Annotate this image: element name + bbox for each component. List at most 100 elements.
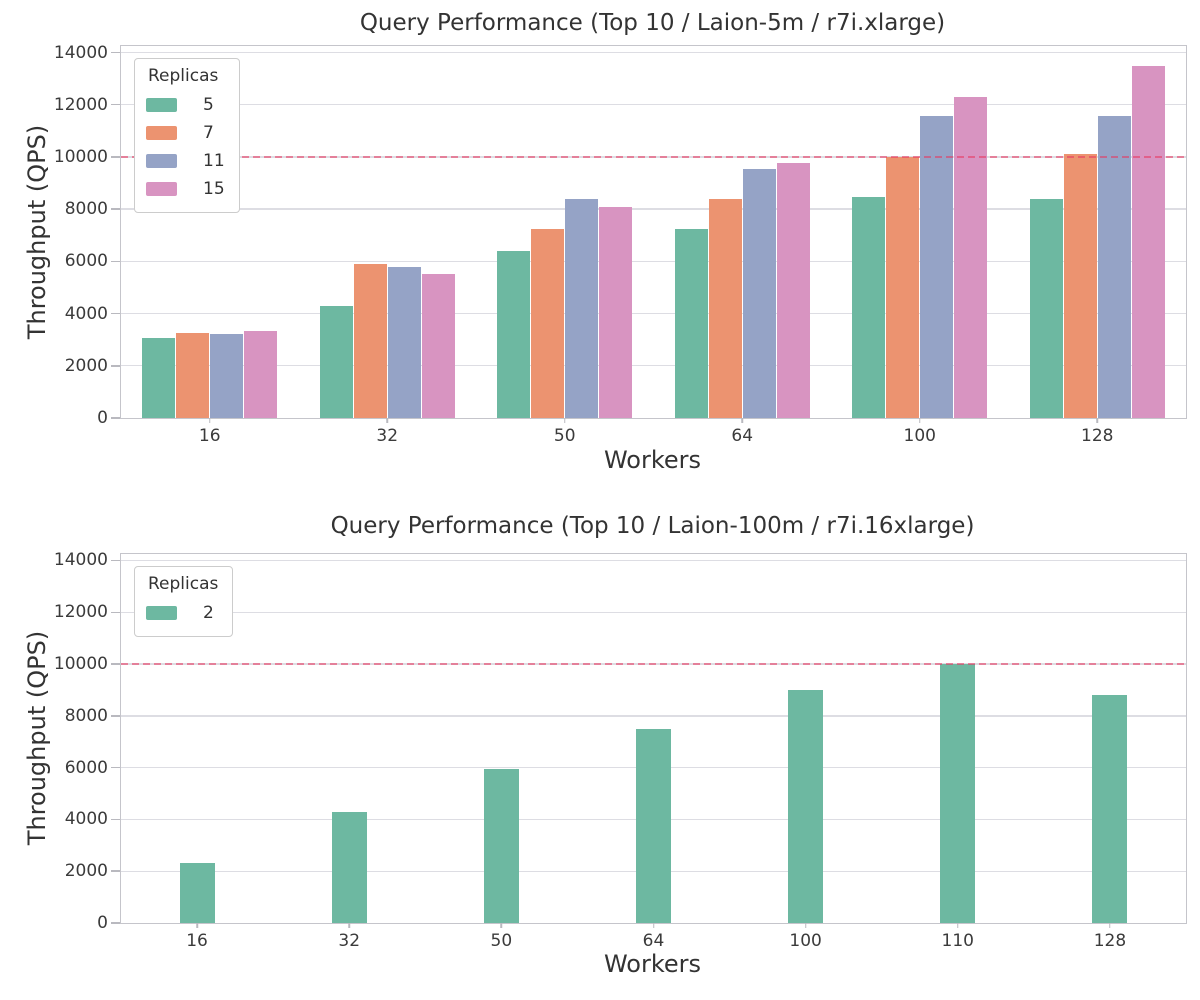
y-tick-label: 2000 <box>64 355 108 376</box>
bar-workers-16-replicas-11 <box>210 334 244 418</box>
bar-workers-50-replicas-7 <box>531 228 565 418</box>
x-tick-label: 50 <box>490 931 513 951</box>
x-tick-mark <box>741 418 743 423</box>
x-tick-label: 110 <box>941 931 975 951</box>
x-tick-label: 100 <box>903 426 936 446</box>
y-tick-label: 10000 <box>53 654 108 675</box>
bar-workers-16-replicas-15 <box>244 330 278 418</box>
gridline <box>121 208 1186 210</box>
bar-workers-64-replicas-7 <box>708 198 742 418</box>
x-tick-label: 16 <box>198 426 221 446</box>
bar-workers-64-replicas-2 <box>636 728 671 923</box>
y-tick-mark <box>111 818 120 821</box>
legend-swatch <box>146 606 177 620</box>
legend-item-replicas-2: 2 <box>146 599 218 627</box>
bar-workers-64-replicas-5 <box>674 228 708 418</box>
y-tick-label: 10000 <box>53 146 108 167</box>
y-tick-label: 14000 <box>53 42 108 63</box>
y-axis-label: Throughput (QPS) <box>23 630 51 846</box>
x-tick-label: 32 <box>338 931 361 951</box>
legend-item-replicas-11: 11 <box>146 147 225 175</box>
y-tick-mark <box>111 870 120 872</box>
bar-workers-64-replicas-11 <box>742 168 776 418</box>
x-tick-label: 128 <box>1093 931 1127 951</box>
legend-label: 11 <box>203 151 225 171</box>
bar-workers-32-replicas-7 <box>353 263 387 418</box>
y-tick-mark <box>111 156 120 158</box>
y-tick-mark <box>111 922 120 924</box>
bar-workers-64-replicas-15 <box>776 163 810 418</box>
legend-item-replicas-15: 15 <box>146 175 225 203</box>
bar-workers-100-replicas-5 <box>852 197 886 418</box>
bar-workers-16-replicas-5 <box>142 338 176 418</box>
x-axis-label: Workers <box>603 950 702 978</box>
y-tick-label: 4000 <box>64 303 108 324</box>
bar-workers-50-replicas-2 <box>483 768 519 923</box>
legend-item-replicas-5: 5 <box>146 91 225 119</box>
bar-workers-32-replicas-2 <box>331 811 367 923</box>
gridline <box>121 559 1186 562</box>
bar-workers-128-replicas-15 <box>1131 65 1165 418</box>
y-tick-mark <box>111 103 120 106</box>
x-tick-mark <box>1096 418 1098 423</box>
y-tick-mark <box>111 611 120 613</box>
bar-workers-128-replicas-7 <box>1063 154 1097 418</box>
y-tick-mark <box>111 312 120 315</box>
y-tick-mark <box>111 51 120 54</box>
x-tick-label: 64 <box>731 426 754 446</box>
bar-workers-16-replicas-7 <box>176 333 210 418</box>
y-tick-label: 12000 <box>53 602 108 623</box>
bar-workers-110-replicas-2 <box>940 664 976 923</box>
x-tick-mark <box>919 418 921 423</box>
x-tick-label: 128 <box>1081 426 1114 446</box>
y-tick-mark <box>111 766 120 769</box>
y-tick-label: 8000 <box>64 199 108 220</box>
bar-workers-16-replicas-2 <box>179 863 215 923</box>
bar-workers-100-replicas-7 <box>886 156 920 418</box>
chart-bottom-laion-100m: Query Performance (Top 10 / Laion-100m /… <box>0 500 1200 1000</box>
chart-title: Query Performance (Top 10 / Laion-100m /… <box>330 513 975 539</box>
y-tick-label: 0 <box>97 408 108 428</box>
x-tick-label: 64 <box>642 931 665 951</box>
legend-label: 2 <box>203 603 214 623</box>
bar-workers-100-replicas-15 <box>954 96 988 418</box>
x-tick-mark <box>209 418 211 423</box>
x-tick-mark <box>348 923 350 928</box>
legend: Replicas 2 <box>134 566 234 637</box>
y-tick-label: 8000 <box>64 705 108 726</box>
bar-workers-128-replicas-11 <box>1097 116 1131 418</box>
bar-workers-50-replicas-5 <box>497 250 531 418</box>
gridline <box>121 104 1186 106</box>
x-tick-mark <box>1109 923 1111 928</box>
y-tick-label: 6000 <box>64 251 108 272</box>
bar-workers-32-replicas-15 <box>421 274 455 418</box>
plot-area: 0 2000 4000 6000 8000 10000 12000 14000 16 32 50 64… <box>54 43 1187 446</box>
x-tick-mark <box>652 923 655 928</box>
y-tick-label: 12000 <box>53 94 108 115</box>
y-tick-mark <box>111 715 120 717</box>
y-tick-mark <box>111 208 120 210</box>
y-axis-label: Throughput (QPS) <box>23 124 51 340</box>
y-tick-label: 2000 <box>64 861 108 882</box>
bar-workers-100-replicas-11 <box>920 116 954 418</box>
reference-line-10000-qps <box>121 155 1186 158</box>
gridline <box>121 312 1186 315</box>
bar-workers-32-replicas-5 <box>319 305 353 418</box>
x-tick-mark <box>564 418 566 423</box>
bar-workers-128-replicas-5 <box>1029 198 1063 418</box>
chart-title: Query Performance (Top 10 / Laion-5m / r… <box>359 10 946 36</box>
x-axis-label: Workers <box>603 446 702 474</box>
chart-top-laion-5m: Query Performance (Top 10 / Laion-5m / r… <box>23 10 1187 474</box>
y-tick-label: 4000 <box>64 809 108 830</box>
x-tick-label: 16 <box>186 931 208 951</box>
legend-title: Replicas <box>148 574 219 594</box>
x-tick-mark <box>804 923 807 928</box>
legend-label: 7 <box>203 123 214 143</box>
gridline <box>121 365 1186 367</box>
y-tick-mark <box>111 365 120 367</box>
y-tick-mark <box>111 260 120 263</box>
y-tick-mark <box>111 663 120 665</box>
x-tick-mark <box>957 923 959 928</box>
x-tick-label: 32 <box>376 426 399 446</box>
